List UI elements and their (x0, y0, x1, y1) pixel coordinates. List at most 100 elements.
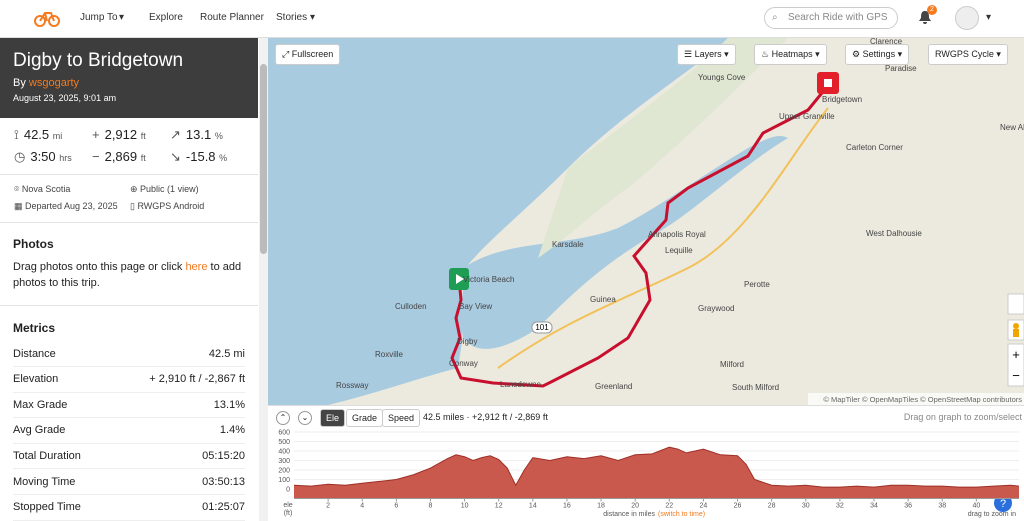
stat: ◷ 3:50 hrs (14, 149, 72, 165)
place-label: West Dalhousie (866, 229, 922, 238)
stat-icon: ↗ (170, 127, 181, 142)
tab[interactable]: Speed (382, 409, 421, 427)
user-link[interactable]: wsgogarty (28, 77, 80, 89)
place-label: New Albany (1000, 123, 1024, 132)
divider (0, 222, 258, 223)
button-label[interactable]: Settings (862, 49, 896, 59)
stat-icon: ⟟ (14, 127, 19, 142)
nav-item[interactable]: Route Planner (200, 12, 264, 23)
stat: +2,912 ft (92, 127, 146, 142)
place-label: Carleton Corner (846, 143, 903, 152)
tab[interactable]: Grade (346, 409, 384, 427)
map-button[interactable]: ⚙ Settings ▾ (845, 44, 910, 65)
stat: ⟟ 42.5 mi (14, 127, 62, 143)
place-label: Youngs Cove (698, 73, 746, 82)
place-label: South Milford (732, 383, 779, 392)
avatar[interactable] (955, 6, 979, 30)
info: ▦ Departed Aug 23, 2025 (14, 201, 118, 211)
place-label: Lansdowne (500, 380, 541, 389)
place-label: Conway (449, 359, 478, 368)
zoom-out[interactable]: − (1012, 368, 1020, 383)
metric-label: Moving Time (13, 475, 76, 488)
map-button[interactable]: RWGPS Cycle ▾ (928, 44, 1008, 65)
place-label: Bay View (459, 302, 492, 311)
text: to add photos to this trip. (13, 261, 242, 289)
highway (497, 107, 829, 369)
place-label: Greenland (595, 382, 632, 391)
visibility: Public (1 view) (140, 184, 199, 194)
map-layer-toggle[interactable] (1007, 293, 1024, 315)
logo (34, 12, 60, 27)
bay-of-fundy (268, 38, 728, 278)
st-marys-bay (268, 278, 464, 405)
nav-item[interactable]: Stories (276, 12, 308, 23)
stat-unit: ft (140, 153, 146, 163)
route (450, 87, 828, 388)
stat-icon: + (92, 127, 100, 142)
stat-unit: % (219, 153, 228, 163)
metric-label: Total Duration (13, 449, 81, 462)
place-label: Bridgetown (822, 95, 862, 104)
place-label: Rossway (336, 381, 368, 390)
trip-title: Digby to Bridgetown (13, 50, 184, 71)
map-button[interactable]: ⤢ Fullscreen (275, 44, 341, 65)
stat: ↘ -15.8 % (170, 149, 227, 165)
zoom-control[interactable] (1007, 343, 1024, 387)
attribution: © MapTiler © OpenMapTiles © OpenStreetMa… (823, 395, 1022, 404)
metric-label: Elevation (13, 373, 59, 386)
photos-heading: Photos (13, 237, 54, 251)
metric-row: Avg Grade 1.4% (13, 418, 245, 444)
map-button[interactable]: ♨ Heatmaps ▾ (754, 44, 827, 65)
button-label[interactable]: Layers (694, 49, 722, 59)
metric-row: Stopped Time 01:25:07 (13, 495, 245, 521)
divider (0, 305, 258, 306)
metric-value: 05:15:20 (202, 449, 245, 462)
button-label[interactable]: Fullscreen (291, 49, 334, 59)
place-label: Victoria Beach (463, 275, 514, 284)
top-nav: Jump To ▾ Explore Route Planner Stories ▾ … (0, 0, 1024, 38)
place-label: Culloden (395, 302, 427, 311)
link[interactable]: here (185, 261, 208, 273)
text: Drag photos onto this page or click (13, 261, 183, 273)
button-label[interactable]: RWGPS Cycle (935, 49, 994, 59)
info: ⌾ Nova Scotia (14, 184, 71, 194)
nav-item[interactable]: Explore (149, 12, 183, 23)
place-label: Upper Granville (779, 112, 835, 121)
notification-badge: 2 (927, 5, 937, 15)
stat-unit: % (214, 131, 223, 141)
location: Nova Scotia (21, 184, 71, 194)
place-label: Guinea (590, 295, 616, 304)
divider (0, 174, 258, 175)
info: ▯ RWGPS Android (130, 201, 205, 211)
north-mountain (538, 38, 788, 258)
map-button[interactable]: ☰ Layers ▾ (677, 44, 736, 65)
metric-label: Stopped Time (13, 501, 81, 514)
expand-button[interactable]: ⌄ (298, 411, 312, 425)
metric-label: Max Grade (13, 398, 68, 411)
map[interactable]: Clarence Paradise Youngs Cove Bridgetown Upp… (268, 38, 1024, 405)
stat-unit: ft (140, 131, 146, 141)
hint: Drag on graph to zoom/select (903, 412, 1022, 422)
scrollbar[interactable] (259, 38, 268, 521)
place-label: Karsdale (552, 240, 584, 249)
metric-value: 03:50:13 (202, 475, 245, 488)
search-box[interactable] (764, 7, 898, 29)
metric-row: Moving Time 03:50:13 (13, 469, 245, 495)
metric-row: Distance 42.5 mi (13, 341, 245, 367)
zoom-in[interactable]: + (1012, 347, 1020, 362)
bell-icon[interactable] (918, 10, 932, 25)
metric-row: Max Grade 13.1% (13, 392, 245, 419)
stat-value: 3:50 (30, 149, 56, 164)
device: RWGPS Android (137, 201, 205, 211)
place-label: Milford (720, 360, 744, 369)
metrics-heading: Metrics (13, 321, 56, 335)
stat-unit: mi (52, 131, 63, 141)
nav-item[interactable]: Jump To (80, 12, 118, 23)
annapolis-basin (463, 136, 788, 349)
metric-row: Elevation + 2,910 ft / -2,867 ft (13, 367, 245, 393)
stat-value: 2,869 (104, 149, 138, 164)
button-label[interactable]: Heatmaps (771, 49, 813, 59)
tab[interactable]: Ele (320, 409, 346, 427)
stat-value: 42.5 (23, 127, 50, 142)
collapse-button[interactable]: ⌃ (276, 411, 290, 425)
